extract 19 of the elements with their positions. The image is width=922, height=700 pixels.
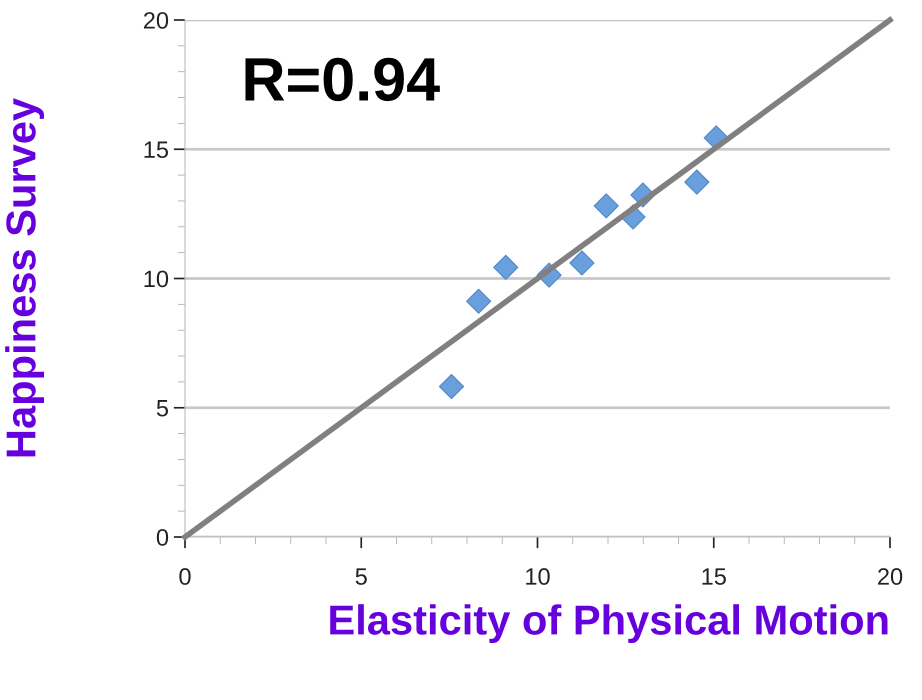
x-tick-label: 20 [878, 568, 902, 585]
point [594, 193, 619, 218]
point [466, 288, 492, 314]
point [438, 374, 464, 400]
y-tick-label: 15 [144, 142, 168, 158]
x-tick-label: 0 [179, 568, 191, 585]
point [569, 250, 594, 276]
x-tick-label: 10 [526, 568, 550, 585]
y-axis-title: Happiness Survey [5, 98, 44, 456]
annotation: R=0.94 [245, 58, 440, 102]
y-tick-label: 20 [144, 12, 168, 29]
point [493, 254, 518, 280]
x-tick-label: 15 [702, 568, 726, 585]
point [684, 169, 710, 195]
y-tick-label: 0 [156, 529, 168, 546]
y-tick-label: 10 [144, 270, 168, 288]
x-tick-label: 5 [356, 568, 367, 585]
x-axis-title: Elasticity of Physical Motion [330, 604, 888, 644]
y-tick-label: 5 [156, 400, 168, 417]
